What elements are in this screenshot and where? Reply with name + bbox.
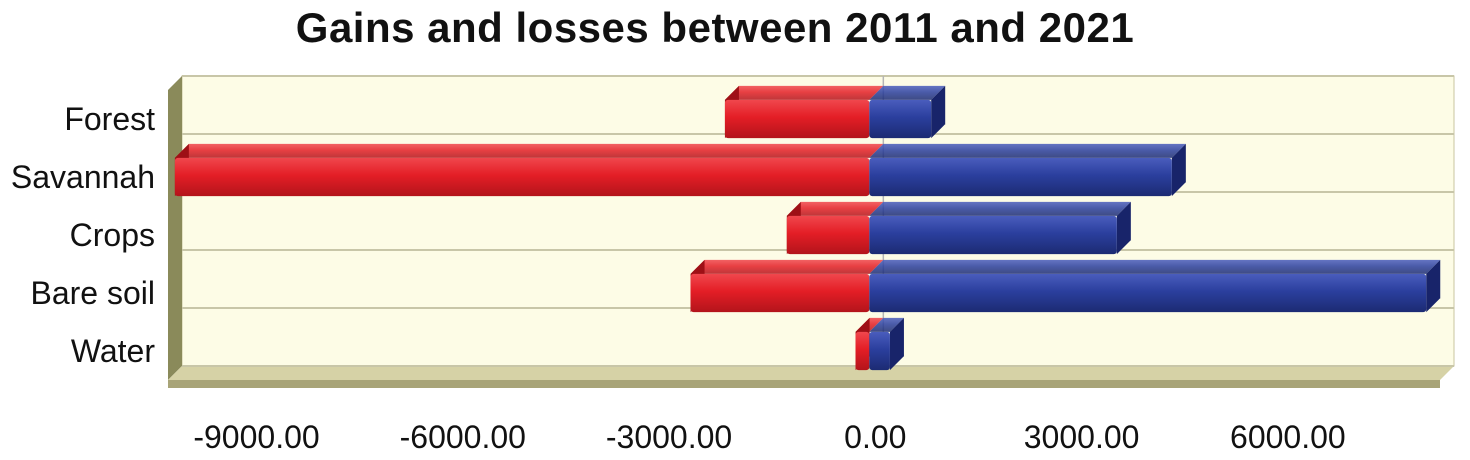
- x-tick-label: -9000.00: [193, 419, 319, 455]
- bar-savannah-negative: [174, 157, 870, 197]
- category-label: Forest: [64, 101, 155, 137]
- x-tick-label: -3000.00: [606, 419, 732, 455]
- bar-end-face: [931, 85, 946, 139]
- x-tick-label: 0.00: [844, 419, 906, 455]
- bar-forest-positive: [869, 99, 932, 139]
- category-label: Savannah: [11, 159, 155, 195]
- bar-top-face: [869, 317, 904, 332]
- category-label: Water: [71, 333, 156, 369]
- bar-bare-soil-negative: [690, 273, 870, 313]
- bar-end-face: [1116, 201, 1131, 255]
- bar-bare-soil-positive: [869, 273, 1427, 313]
- bar-crops-positive: [869, 215, 1117, 255]
- bar-top-face: [869, 143, 1186, 158]
- category-label: Bare soil: [31, 275, 156, 311]
- bar-top-face: [690, 259, 884, 274]
- plot-floor-edge: [168, 380, 1440, 388]
- bar-top-face: [174, 143, 884, 158]
- chart-title: Gains and losses between 2011 and 2021: [295, 4, 1135, 51]
- bar-water-negative: [855, 331, 870, 371]
- bar-end-face: [1426, 259, 1441, 313]
- bar-water-positive: [869, 331, 890, 371]
- bar-top-face: [869, 201, 1131, 216]
- plot-left-wall: [168, 76, 182, 380]
- bar-crops-negative: [786, 215, 870, 255]
- bar-top-face: [869, 259, 1441, 274]
- bar-forest-negative: [724, 99, 870, 139]
- x-tick-label: 6000.00: [1230, 419, 1346, 455]
- bar-savannah-positive: [869, 157, 1172, 197]
- category-label: Crops: [70, 217, 155, 253]
- bar-top-face: [724, 85, 884, 100]
- x-tick-label: 3000.00: [1024, 419, 1140, 455]
- bar-end-face: [1171, 143, 1186, 197]
- bar-top-face: [786, 201, 884, 216]
- x-tick-label: -6000.00: [400, 419, 526, 455]
- plot-floor: [168, 366, 1454, 380]
- bar-top-face: [869, 85, 946, 100]
- bar-end-face: [889, 317, 904, 371]
